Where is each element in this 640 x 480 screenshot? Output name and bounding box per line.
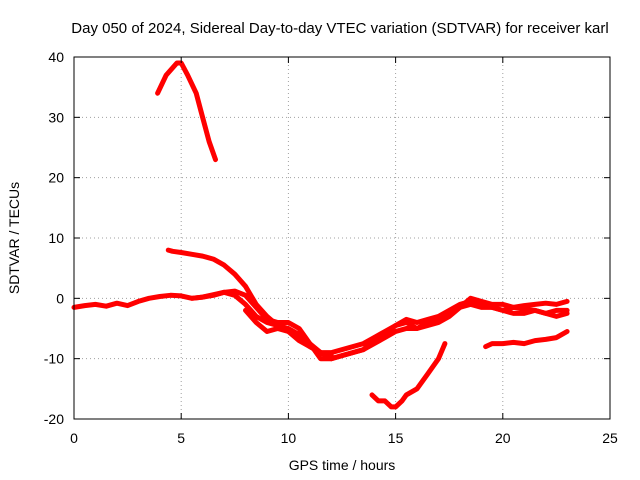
x-axis-label: GPS time / hours <box>289 457 396 473</box>
series-arc-g <box>483 329 570 350</box>
y-tick-label: 30 <box>48 109 64 125</box>
x-tick-label: 25 <box>602 430 618 446</box>
y-tick-label: 0 <box>56 290 64 306</box>
series-arc-e <box>243 295 570 362</box>
series-group <box>71 60 570 410</box>
y-tick-label: 10 <box>48 230 64 246</box>
x-tick-label: 15 <box>388 430 404 446</box>
x-tick-label: 10 <box>281 430 297 446</box>
y-axis-label: SDTVAR / TECUs <box>6 182 22 294</box>
chart-title: Day 050 of 2024, Sidereal Day-to-day VTE… <box>71 20 608 37</box>
grid <box>74 57 610 419</box>
y-tick-label: 20 <box>48 170 64 186</box>
series-arc-a <box>155 60 218 163</box>
series-arc-f <box>369 341 448 410</box>
y-tick-label: 40 <box>48 49 64 65</box>
series-arc-d <box>189 288 570 362</box>
x-tick-label: 20 <box>495 430 511 446</box>
y-tick-label: -20 <box>44 411 64 427</box>
series-arc-b <box>165 247 334 359</box>
x-tick-label: 5 <box>177 430 185 446</box>
y-tick-label: -10 <box>44 351 64 367</box>
x-tick-label: 0 <box>70 430 78 446</box>
ticks: 0 5 10 15 20 25 -20 -10 0 10 20 30 40 <box>44 49 618 446</box>
